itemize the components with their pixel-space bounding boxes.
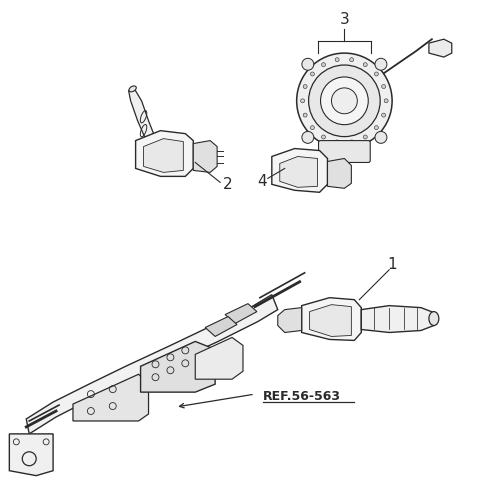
Circle shape bbox=[335, 58, 339, 61]
Polygon shape bbox=[280, 156, 318, 187]
Ellipse shape bbox=[129, 86, 136, 92]
Text: 2: 2 bbox=[223, 177, 233, 192]
Circle shape bbox=[335, 140, 339, 144]
Circle shape bbox=[322, 62, 325, 67]
Polygon shape bbox=[225, 303, 257, 323]
Polygon shape bbox=[129, 87, 157, 144]
Circle shape bbox=[321, 77, 368, 125]
Ellipse shape bbox=[429, 312, 439, 326]
Circle shape bbox=[363, 135, 367, 139]
Polygon shape bbox=[136, 131, 193, 176]
Polygon shape bbox=[301, 298, 361, 340]
Circle shape bbox=[374, 126, 378, 130]
Circle shape bbox=[375, 58, 387, 70]
Circle shape bbox=[303, 85, 307, 89]
Polygon shape bbox=[195, 337, 243, 379]
Circle shape bbox=[375, 132, 387, 143]
Circle shape bbox=[363, 62, 367, 67]
FancyBboxPatch shape bbox=[319, 140, 370, 163]
Polygon shape bbox=[26, 295, 278, 434]
Text: 3: 3 bbox=[339, 12, 349, 27]
Text: 4: 4 bbox=[257, 174, 267, 189]
Circle shape bbox=[311, 72, 314, 76]
Polygon shape bbox=[9, 434, 53, 476]
Polygon shape bbox=[73, 374, 148, 421]
Circle shape bbox=[300, 99, 305, 103]
Polygon shape bbox=[205, 317, 237, 336]
Polygon shape bbox=[361, 305, 434, 333]
Circle shape bbox=[349, 58, 354, 61]
Polygon shape bbox=[310, 304, 351, 336]
Circle shape bbox=[384, 99, 388, 103]
Circle shape bbox=[374, 72, 378, 76]
Circle shape bbox=[382, 113, 385, 117]
Circle shape bbox=[322, 135, 325, 139]
Circle shape bbox=[311, 126, 314, 130]
Circle shape bbox=[349, 140, 354, 144]
Polygon shape bbox=[327, 158, 351, 188]
Polygon shape bbox=[429, 39, 452, 57]
Circle shape bbox=[303, 113, 307, 117]
Circle shape bbox=[309, 65, 380, 136]
Circle shape bbox=[302, 58, 314, 70]
Polygon shape bbox=[144, 138, 183, 172]
Polygon shape bbox=[278, 308, 301, 333]
Text: REF.56-563: REF.56-563 bbox=[263, 390, 341, 403]
Circle shape bbox=[297, 53, 392, 149]
Circle shape bbox=[382, 85, 385, 89]
Polygon shape bbox=[272, 149, 327, 192]
Text: 1: 1 bbox=[387, 257, 397, 272]
Circle shape bbox=[302, 132, 314, 143]
Polygon shape bbox=[193, 140, 217, 172]
Circle shape bbox=[332, 88, 357, 114]
Polygon shape bbox=[141, 341, 215, 392]
